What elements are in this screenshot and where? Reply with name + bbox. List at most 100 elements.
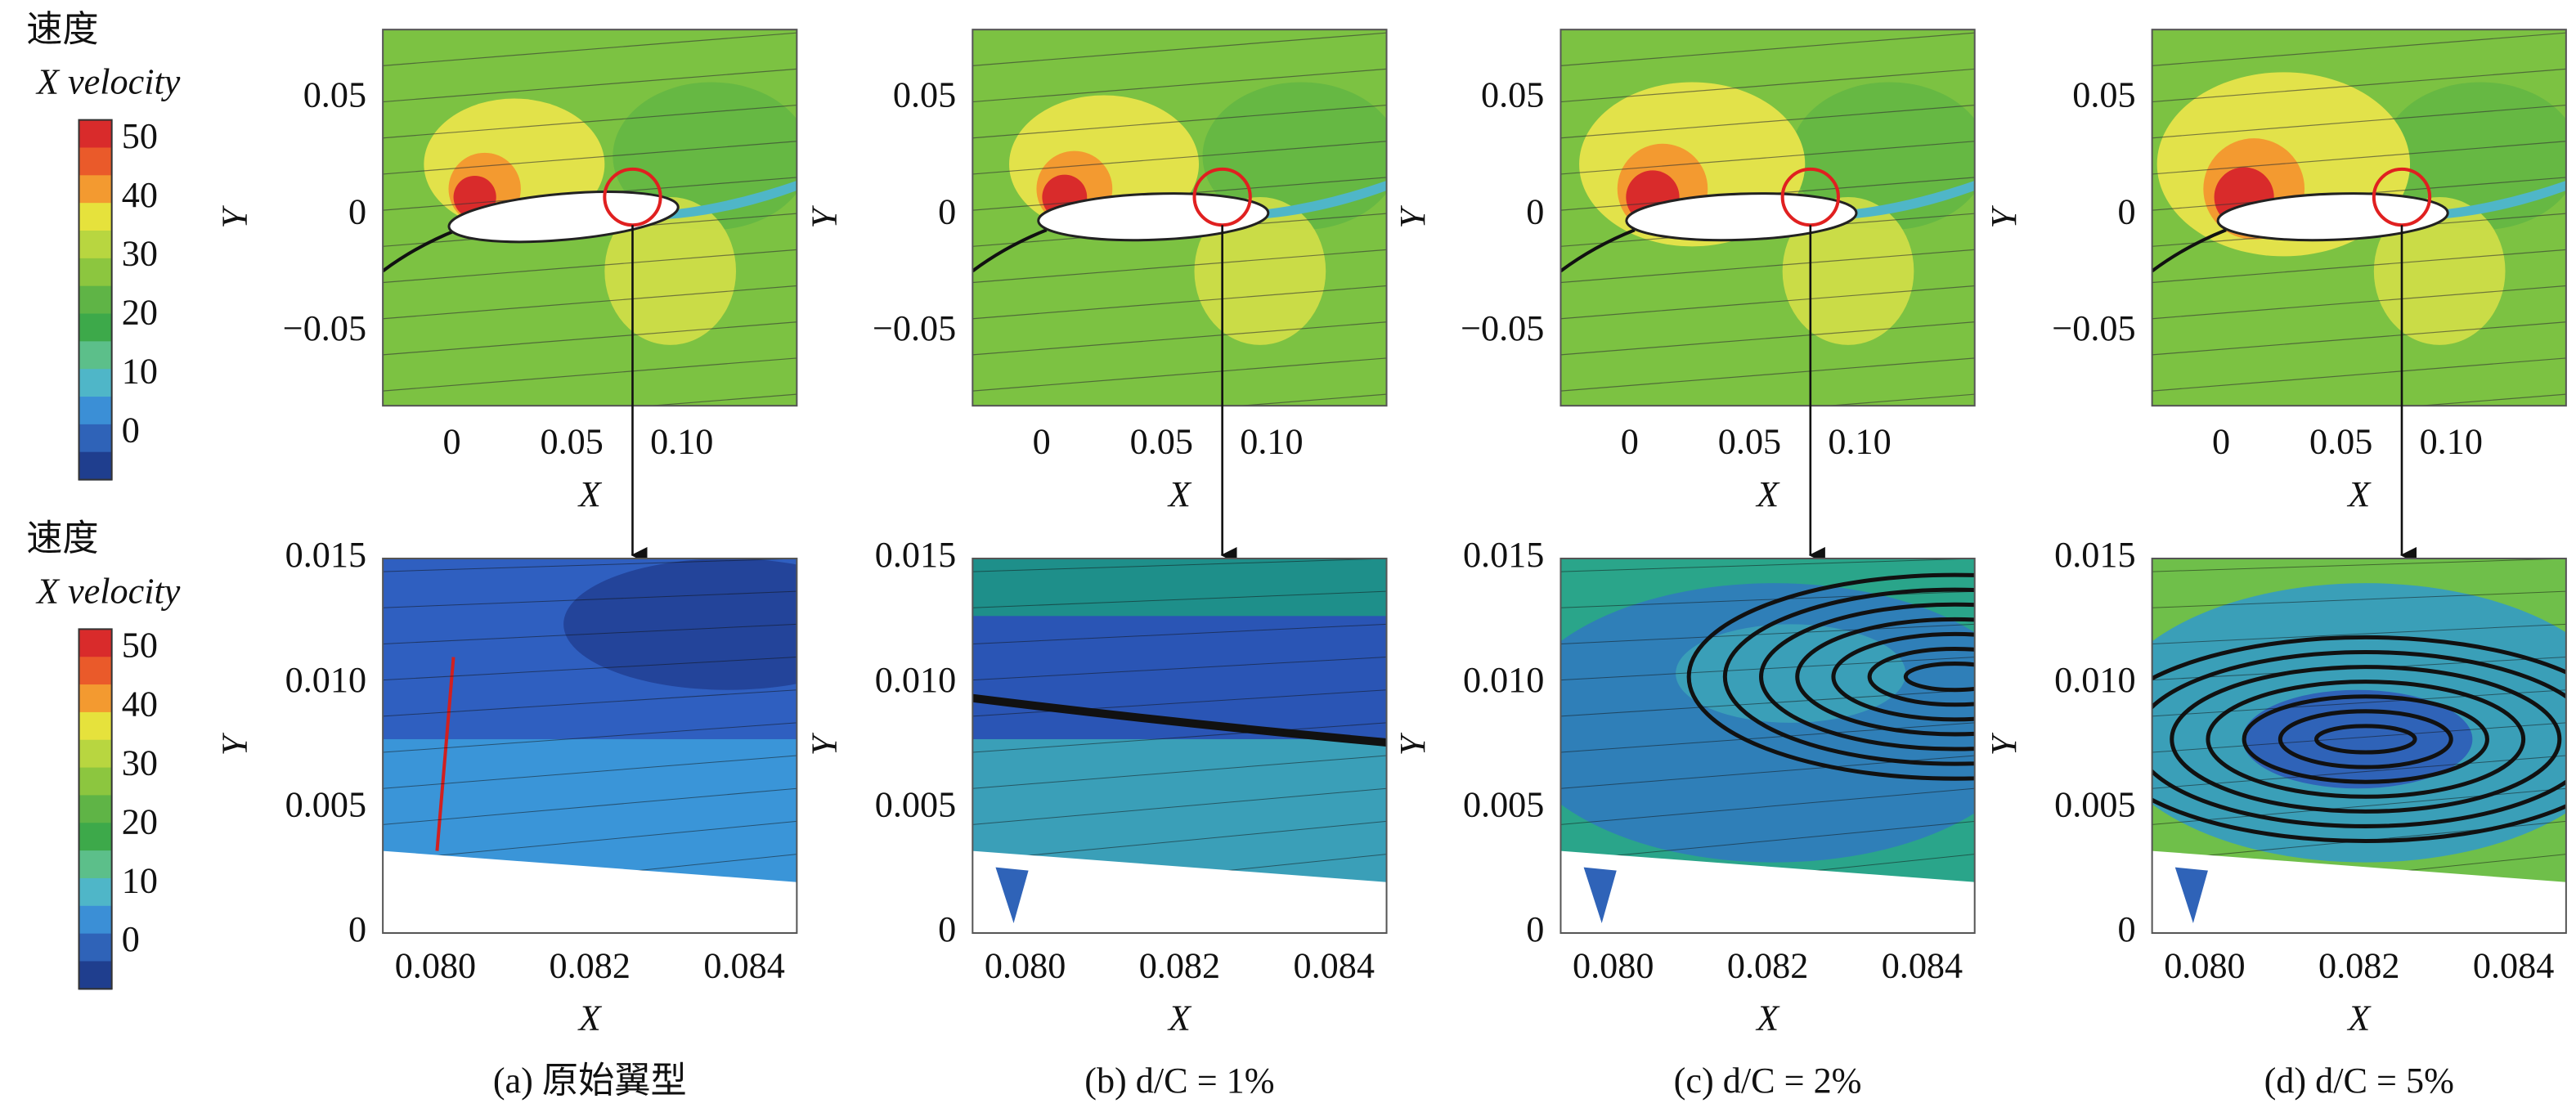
streamline: [1560, 249, 1975, 284]
colorbar-frame: [78, 119, 113, 481]
sep-line: [972, 693, 1387, 747]
stream-loop: [2314, 724, 2417, 755]
y-tick-label: −0.05: [2052, 308, 2135, 348]
x-tick-label: 0: [1621, 422, 1639, 462]
y-axis-label: Y: [1393, 732, 1433, 756]
y-tick-label: 0: [2117, 191, 2135, 231]
streamline: [1560, 32, 1975, 66]
y-tick-label: 0: [1526, 191, 1544, 231]
detail-plot: [2152, 558, 2566, 934]
streamline: [645, 393, 797, 406]
streamline: [2152, 787, 2566, 825]
streamline: [383, 590, 797, 608]
streamline: [1560, 357, 1975, 392]
colorbar-swatch: [79, 767, 112, 796]
x-tick-label: 0: [442, 422, 460, 462]
y-axis-label: Y: [215, 732, 255, 756]
y-tick-label: 0.015: [875, 535, 956, 575]
colorbar-label: 20: [122, 801, 158, 841]
y-tick-label: 0.005: [2054, 784, 2135, 824]
streamline: [2152, 689, 2566, 717]
stream-loop: [1722, 587, 1975, 766]
airfoil: [2216, 192, 2449, 242]
colorbar-label: 20: [122, 293, 158, 333]
x-tick-label: 0.05: [540, 422, 603, 462]
streamline: [2152, 321, 2566, 356]
detail-plot: [383, 558, 797, 934]
colorbar-swatch: [79, 657, 112, 686]
stream-loop: [2206, 680, 2526, 799]
colorbar-swatch: [79, 629, 112, 658]
caption: (b) d/C = 1%: [1084, 1061, 1274, 1101]
streamline: [383, 623, 797, 644]
x-tick-label: 0.10: [650, 422, 713, 462]
streamline: [2152, 104, 2566, 139]
y-tick-label: 0.05: [893, 75, 956, 115]
stream-loop: [2170, 665, 2562, 814]
streamline: [2152, 357, 2566, 392]
colorbar-label: 40: [122, 684, 158, 724]
y-tick-label: 0.005: [1463, 784, 1544, 824]
y-tick-label: 0: [1526, 909, 1544, 949]
streamline: [383, 68, 797, 103]
streamline: [972, 32, 1387, 66]
y-axis-label: Y: [1393, 204, 1433, 228]
streamline: [383, 321, 797, 356]
lower-wake: [383, 228, 458, 273]
x-tick-label: 0.082: [550, 945, 631, 985]
streamline: [383, 104, 797, 139]
y-tick-label: 0.05: [2072, 75, 2135, 115]
x-axis-label: X: [1755, 998, 1780, 1038]
streamline: [2152, 285, 2566, 320]
streamline: [1560, 657, 1975, 681]
colorbar-label: 30: [122, 742, 158, 783]
y-tick-label: 0: [938, 909, 956, 949]
x-tick-label: 0.082: [2318, 945, 2399, 985]
gap-marker: [995, 867, 1029, 923]
streamline: [1560, 558, 1975, 572]
streamline: [972, 285, 1387, 320]
x-tick-label: 0.10: [2420, 422, 2483, 462]
streamline: [972, 321, 1387, 356]
streamline: [2152, 657, 2566, 681]
colorbar-swatch: [79, 711, 112, 741]
streamline: [972, 104, 1387, 139]
streamline: [2152, 755, 2566, 789]
streamline: [2152, 722, 2566, 753]
streamline: [1823, 393, 1975, 406]
streamline: [972, 249, 1387, 284]
colorbar-swatch: [79, 203, 112, 232]
detail-frame: [382, 557, 798, 935]
overview-plot: [2152, 29, 2566, 406]
colorbar-label: 50: [122, 626, 158, 666]
colorbar-swatch: [79, 285, 112, 315]
streamline: [383, 357, 797, 392]
colorbar-swatch: [79, 424, 112, 453]
colorbar-swatch: [79, 451, 112, 481]
field-yellow-low: [1194, 197, 1326, 345]
x-tick-label: 0.082: [1727, 945, 1808, 985]
overview-frame: [382, 29, 798, 407]
streamline: [972, 590, 1387, 608]
streamline: [1560, 590, 1975, 608]
streamline: [383, 787, 797, 825]
y-axis-label: Y: [1984, 732, 2024, 756]
streamline: [972, 657, 1387, 681]
y-tick-label: −0.05: [283, 308, 366, 348]
colorbar-swatch: [79, 684, 112, 713]
streamline: [972, 357, 1387, 392]
x-tick-label: 0.080: [395, 945, 476, 985]
overview-plot: [383, 29, 797, 406]
streamline: [383, 249, 797, 284]
y-tick-label: 0.010: [2054, 660, 2135, 700]
streamline: [383, 755, 797, 789]
streamline: [2152, 68, 2566, 103]
stream-loop: [1831, 631, 1975, 722]
y-tick-label: 0.010: [875, 660, 956, 700]
overview-frame: [2151, 29, 2567, 407]
gap-marker: [1583, 867, 1617, 923]
streamline: [1560, 787, 1975, 825]
detail-frame: [1560, 557, 1976, 935]
x-axis-label: X: [2346, 998, 2372, 1038]
